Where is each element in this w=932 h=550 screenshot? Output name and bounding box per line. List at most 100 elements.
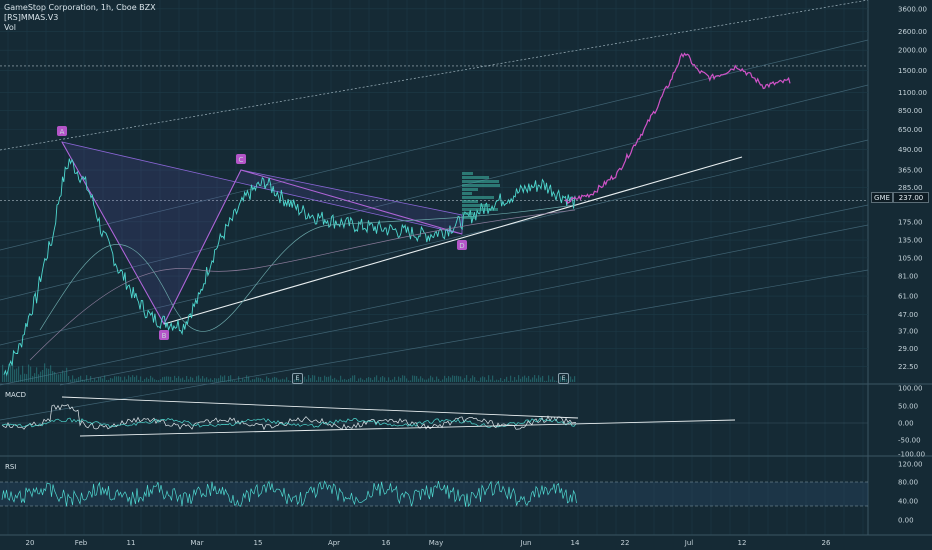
channel-line: [0, 84, 869, 301]
earnings-event-2[interactable]: E: [558, 373, 569, 384]
volume-bar: [174, 375, 176, 382]
volume-bar: [146, 377, 148, 382]
volume-bar: [250, 380, 252, 382]
volume-bar: [432, 377, 434, 382]
volume-bar: [58, 374, 60, 382]
volume-bar: [320, 376, 322, 382]
volume-bar: [148, 378, 150, 382]
volume-bar: [124, 376, 126, 382]
volume-bar: [450, 377, 452, 382]
macd-title: MACD: [5, 391, 26, 399]
volume-bar: [206, 377, 208, 382]
volume-bar: [536, 378, 538, 382]
moving-average-slow: [29, 209, 576, 361]
volume-bar: [190, 376, 192, 382]
volume-bar: [446, 378, 448, 382]
volume-bar: [132, 375, 134, 382]
x-tick-label: Mar: [190, 539, 203, 547]
macd-tick-label: -100.00: [898, 451, 925, 459]
volume-bar: [372, 379, 374, 382]
volume-bar: [316, 380, 318, 382]
rsi-line: [1, 480, 577, 508]
volume-bar: [272, 377, 274, 382]
x-tick-label: 16: [382, 539, 391, 547]
volume-bar: [442, 379, 444, 382]
volume-bar: [88, 380, 90, 382]
volume-bar: [222, 376, 224, 382]
volume-bar: [134, 376, 136, 382]
volume-bar: [388, 377, 390, 382]
volume-bar: [112, 378, 114, 382]
pattern-point-d: [457, 240, 467, 250]
volume-bar: [86, 375, 88, 382]
volume-bar: [462, 379, 464, 382]
volume-bar: [46, 368, 48, 382]
volume-bar: [94, 378, 96, 382]
volume-bar: [226, 380, 228, 382]
volume-bar: [14, 369, 16, 382]
volume-bar: [298, 378, 300, 382]
volume-label: Vol: [4, 23, 16, 32]
volume-bar: [290, 380, 292, 382]
volume-bar: [266, 376, 268, 382]
volume-bar: [106, 379, 108, 382]
volume-bar: [464, 377, 466, 382]
volume-bar: [504, 378, 506, 382]
macd-tick-label: -50.00: [898, 437, 921, 445]
price-tick-label: 37.00: [898, 328, 918, 336]
volume-bar: [574, 376, 576, 382]
volume-bar: [434, 380, 436, 382]
volume-bar: [538, 375, 540, 382]
pattern-point-label: D: [459, 242, 464, 250]
volume-bar: [502, 380, 504, 382]
volume-bar: [490, 379, 492, 382]
volume-bar: [220, 375, 222, 382]
volume-bar: [344, 378, 346, 382]
volume-bar: [366, 378, 368, 382]
volume-bar: [310, 378, 312, 382]
volume-bar: [142, 380, 144, 382]
last-price: 237.00: [893, 192, 929, 203]
volume-bar: [546, 380, 548, 382]
volume-bar: [238, 376, 240, 382]
volume-profile-bar: [462, 212, 473, 215]
volume-bar: [374, 377, 376, 382]
volume-bar: [232, 379, 234, 382]
volume-bar: [482, 376, 484, 382]
volume-bar: [360, 377, 362, 382]
volume-bar: [282, 378, 284, 382]
volume-bar: [110, 377, 112, 382]
volume-bar: [44, 363, 46, 382]
volume-bar: [248, 376, 250, 382]
volume-bar: [472, 375, 474, 382]
volume-bar: [468, 380, 470, 382]
volume-bar: [410, 380, 412, 382]
x-tick-label: Apr: [328, 539, 340, 547]
volume-bar: [270, 379, 272, 382]
volume-bar: [130, 377, 132, 382]
volume-bar: [182, 377, 184, 382]
earnings-event-1[interactable]: E: [292, 373, 303, 384]
volume-bar: [566, 378, 568, 382]
volume-bar: [334, 377, 336, 382]
volume-bar: [96, 380, 98, 382]
volume-bar: [520, 378, 522, 382]
rsi-title: RSI: [5, 463, 17, 471]
volume-bar: [380, 377, 382, 382]
volume-bar: [554, 380, 556, 382]
x-tick-label: 14: [571, 539, 580, 547]
price-tick-label: 135.00: [898, 237, 923, 245]
volume-profile-bar: [462, 196, 494, 199]
volume-bar: [506, 376, 508, 382]
volume-bar: [120, 376, 122, 382]
x-tick-label: 11: [127, 539, 136, 547]
volume-bar: [20, 374, 22, 382]
price-tick-label: 365.00: [898, 167, 923, 175]
pattern-point-a: [57, 126, 67, 136]
volume-bar: [68, 375, 70, 382]
volume-bar: [8, 364, 10, 382]
volume-bar: [484, 377, 486, 382]
volume-bar: [90, 376, 92, 382]
